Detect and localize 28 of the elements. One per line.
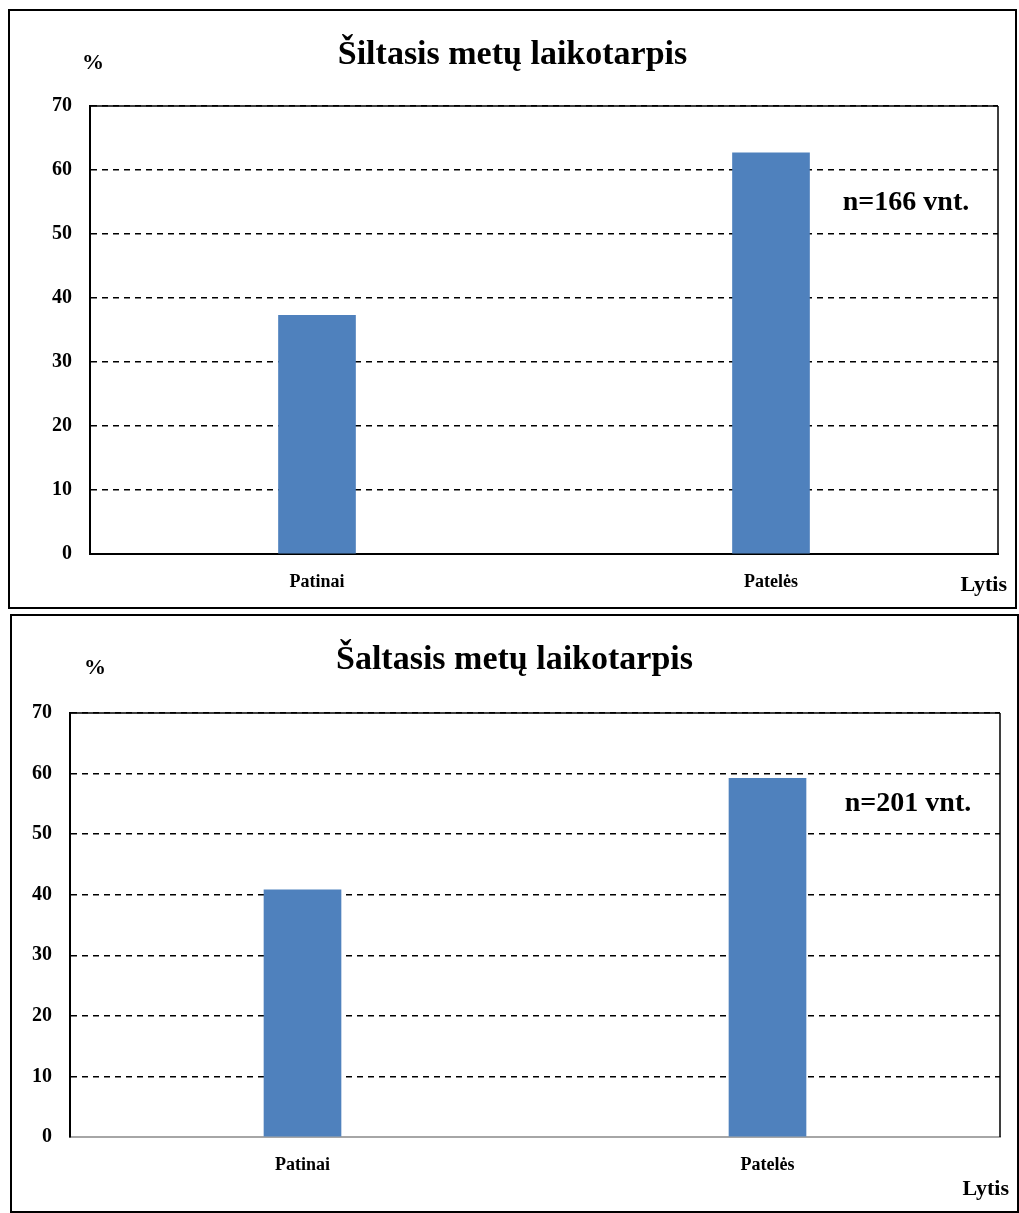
- y-tick-label: 60: [52, 157, 72, 180]
- annotation: n=201 vnt.: [844, 786, 972, 818]
- y-tick-label: 50: [32, 821, 52, 844]
- y-axis-title: %: [84, 653, 106, 679]
- x-axis-title: Lytis: [962, 1174, 1010, 1200]
- y-axis-title: %: [82, 48, 104, 74]
- y-tick-label: 30: [52, 349, 72, 372]
- annotation: n=166 vnt.: [842, 184, 970, 216]
- y-tick-label: 10: [32, 1063, 52, 1086]
- y-tick-label: 70: [32, 700, 52, 723]
- chart-title: Šaltasis metų laikotarpis: [335, 638, 694, 676]
- x-tick-label: Patelės: [744, 571, 798, 592]
- x-tick-label: Patelės: [740, 1154, 795, 1175]
- y-tick-label: 30: [32, 942, 52, 965]
- y-tick-label: 10: [52, 477, 72, 500]
- y-tick-label: 40: [32, 881, 52, 904]
- x-axis-title: Lytis: [960, 570, 1008, 596]
- y-tick-label: 0: [42, 1124, 52, 1147]
- y-tick-label: 60: [32, 760, 52, 783]
- y-tick-label: 20: [32, 1003, 52, 1026]
- y-tick-label: 70: [52, 93, 72, 116]
- x-tick-label: Patinai: [274, 1154, 331, 1175]
- y-tick-label: 40: [52, 285, 72, 308]
- y-tick-label: 50: [52, 221, 72, 244]
- x-tick-label: Patinai: [289, 571, 345, 592]
- chart-title: Šiltasis metų laikotarpis: [337, 33, 688, 71]
- y-tick-label: 20: [52, 413, 72, 436]
- y-tick-label: 0: [62, 541, 72, 564]
